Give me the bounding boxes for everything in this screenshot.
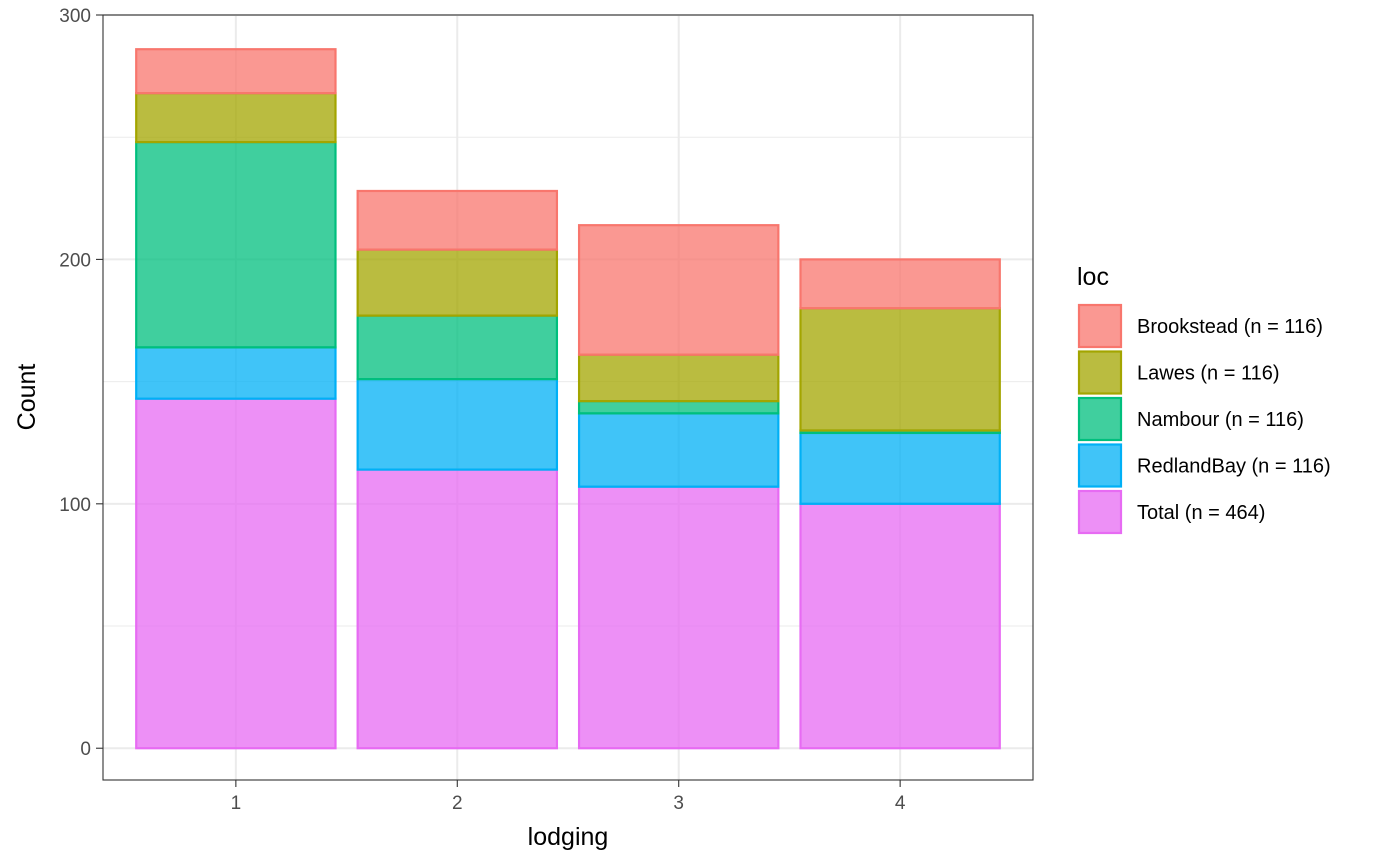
- x-tick-label: 3: [673, 793, 684, 814]
- bar-segment: [577, 224, 780, 356]
- legend-key: [1077, 443, 1123, 488]
- y-tick-label: 200: [59, 250, 91, 271]
- bar-segment: [799, 502, 1001, 750]
- legend-key: [1077, 396, 1123, 442]
- legend-title: loc: [1077, 263, 1109, 291]
- y-tick-label: 100: [59, 495, 91, 516]
- bar-segment: [577, 485, 780, 750]
- bar-segment: [135, 140, 337, 349]
- legend-label: RedlandBay (n = 116): [1137, 456, 1331, 478]
- bar-segment: [356, 468, 559, 750]
- x-tick-label: 1: [231, 793, 242, 814]
- legend-key: [1077, 303, 1123, 349]
- bar-segment: [356, 314, 559, 381]
- bar-segment: [356, 248, 559, 317]
- legend-label: Nambour (n = 116): [1137, 409, 1304, 431]
- x-axis-title: lodging: [528, 823, 609, 851]
- y-axis: 0 100 200 300: [59, 6, 103, 760]
- x-tick-label: 4: [895, 793, 906, 814]
- bar-segment: [135, 397, 337, 750]
- bar-segment: [356, 189, 559, 251]
- bar-segment: [799, 307, 1001, 432]
- bar-segment: [799, 431, 1001, 505]
- bar-segment: [577, 412, 780, 488]
- y-tick-label: 300: [59, 6, 91, 27]
- bar-segment: [135, 346, 337, 400]
- legend-label: Lawes (n = 116): [1137, 363, 1280, 385]
- legend-key: [1077, 489, 1123, 535]
- x-tick-label: 2: [452, 793, 463, 814]
- bar-segment: [577, 400, 780, 415]
- legend-label: Brookstead (n = 116): [1137, 316, 1323, 338]
- legend: loc Brookstead (n = 116) Lawes (n = 116) N…: [1077, 263, 1331, 535]
- y-axis-title: Count: [13, 364, 41, 431]
- bar-segment: [356, 378, 559, 471]
- bar-segment: [799, 258, 1001, 310]
- bar-segment: [577, 353, 780, 403]
- bar-segment: [135, 48, 337, 95]
- legend-key: [1077, 350, 1123, 395]
- y-tick-label: 0: [80, 739, 91, 760]
- x-axis: 1 2 3 4: [231, 780, 906, 814]
- legend-label: Total (n = 464): [1137, 502, 1265, 524]
- bars: [135, 48, 1001, 750]
- plot-panel-border: [102, 14, 1034, 781]
- bar-segment: [135, 92, 337, 144]
